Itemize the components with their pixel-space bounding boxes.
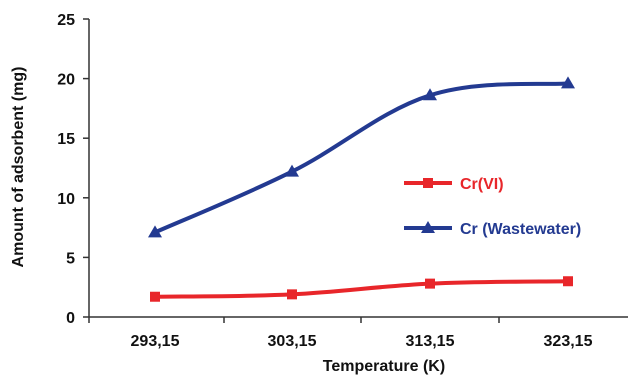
y-tick-label: 20 [57,72,75,89]
y-tick-label: 0 [66,310,75,327]
data-point-marker [287,289,297,300]
legend-label: Cr(VI) [460,176,504,193]
series-line [153,279,570,299]
legend-label: Cr (Wastewater) [460,221,581,238]
x-tick-label: 293,15 [131,333,180,350]
x-tick-label: 303,15 [268,333,317,350]
legend: Cr(VI) Cr (Wastewater) [404,176,581,238]
legend-swatch-marker [421,221,435,233]
data-point-marker [423,88,437,101]
series-cr-wastewater [148,76,575,238]
x-axis-title: Temperature (K) [323,358,445,375]
y-tick-label: 10 [57,191,75,208]
legend-swatch-marker [423,178,433,188]
y-tick-label: 5 [66,250,75,267]
data-point-marker [561,76,575,89]
x-axis-ticks: 293,15 303,15 313,15 323,15 [88,317,593,350]
y-axis-ticks: 0 5 10 15 20 25 [57,12,89,327]
y-tick-label: 25 [57,12,75,29]
x-tick-label: 313,15 [406,333,455,350]
data-point-marker [563,276,573,287]
data-point-marker [285,164,299,177]
legend-entry: Cr(VI) [404,176,504,193]
y-tick-label: 15 [57,131,75,148]
legend-entry: Cr (Wastewater) [404,221,581,238]
data-point-marker [425,278,435,289]
data-point-marker [148,225,162,238]
series-layer [148,76,575,302]
data-point-marker [150,291,160,302]
series-cr-vi [150,276,573,302]
series-line [153,81,570,235]
y-axis-title: Amount of adsorbent (mg) [10,67,27,268]
x-tick-label: 323,15 [544,333,593,350]
